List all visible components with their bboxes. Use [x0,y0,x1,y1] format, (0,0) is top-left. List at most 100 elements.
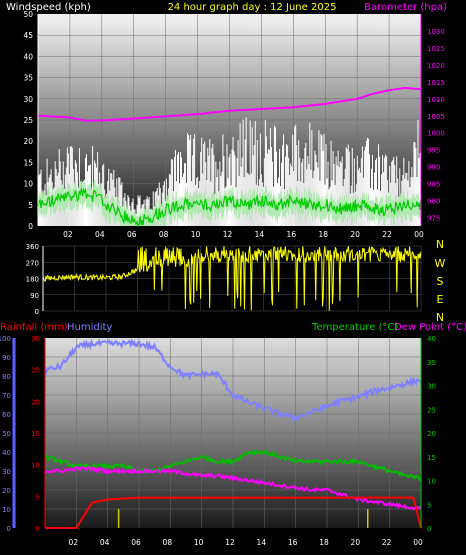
hour-tick-label: 06 [127,230,137,239]
temperature-tick-label: 10 [427,478,436,486]
barometer-tick-label: 985 [427,181,440,189]
hour-tick-label: 04 [95,230,105,239]
temperature-tick-label: 35 [427,359,436,367]
direction-tick-label: 360 [26,243,39,251]
hour-tick-label: 16 [288,538,298,547]
barometer-tick-label: 1000 [427,130,445,138]
humidity-tick-label: 80 [2,373,11,381]
hour-tick-label: 18 [319,538,329,547]
temperature-tick-label: 0 [427,525,431,533]
barometer-tick-label: 995 [427,147,440,155]
wind-tick-label: 45 [23,31,33,40]
wind-tick-label: 20 [23,137,33,146]
wind-tick-label: 15 [23,158,33,167]
hour-tick-label: 22 [382,538,392,547]
humidity-tick-label: 50 [2,430,11,438]
dewpoint-axis-title: Dew Point (°C) [394,322,466,333]
rainfall-tick-label: 0 [36,525,40,533]
hour-tick-label: 08 [159,230,169,239]
barometer-axis-title: Barometer (hpa) [364,2,447,13]
humidity-tick-label: 90 [2,354,11,362]
hour-tick-label: 12 [223,230,233,239]
wind-panel-axes: 0510152025303540455097598098599099510001… [23,10,444,239]
chart-title: 24 hour graph day : 12 June 2025 [168,2,337,13]
hour-tick-label: 14 [255,230,265,239]
rainfall-tick-label: 20 [31,398,40,406]
humidity-line [44,337,422,423]
humidity-tick-label: 10 [2,506,11,514]
wind-tick-label: 30 [23,95,33,104]
wind-tick-label: 25 [23,116,33,125]
humidity-tick-label: 0 [7,525,11,533]
wind-tick-label: 35 [23,74,33,83]
wind-average-line [37,187,422,228]
humidity-tick-label: 40 [2,449,11,457]
hour-tick-label: 02 [69,538,79,547]
compass-n-bottom: N [436,311,444,324]
humidity-axis-title: Humidity [67,322,112,333]
humidity-tick-label: 60 [2,411,11,419]
humidity-tick-label: 70 [2,392,11,400]
temperature-tick-label: 40 [427,335,436,343]
direction-panel-axes: 0 90 180 270 360 [26,243,44,316]
temperature-tick-label: 20 [427,430,436,438]
hour-tick-label: 22 [382,230,392,239]
barometer-tick-label: 990 [427,164,440,172]
rain-rate-bars [117,509,369,528]
rainfall-tick-label: 10 [31,462,40,470]
compass-w: W [435,257,446,270]
rainfall-axis-title: Rainfall (mm) [0,322,68,333]
hour-tick-label: 10 [191,230,201,239]
wind-tick-label: 40 [23,52,33,61]
temperature-tick-label: 30 [427,383,436,391]
compass-e: E [437,293,444,306]
barometer-tick-label: 1025 [427,45,445,53]
rainfall-tick-label: 5 [36,493,40,501]
hour-tick-label: 00 [414,230,424,239]
wind-direction-series [42,245,422,311]
rainfall-tick-label: 30 [31,335,40,343]
direction-tick-label: 90 [30,292,39,300]
barometer-tick-label: 1020 [427,62,445,70]
barometer-tick-label: 975 [427,215,440,223]
wind-tick-label: 10 [23,180,33,189]
temperature-axis-title: Temperature (°C) [311,322,398,333]
hour-tick-label: 12 [225,538,235,547]
hour-tick-label: 18 [318,230,328,239]
barometer-tick-label: 980 [427,198,440,206]
direction-tick-label: 270 [26,259,39,267]
compass-letters: N W S E N [435,238,446,324]
hour-tick-label: 00 [413,538,423,547]
temperature-tick-label: 5 [427,501,431,509]
compass-s: S [437,275,444,288]
rainfall-tick-label: 25 [31,367,40,375]
hour-tick-label: 14 [257,538,267,547]
direction-tick-label: 0 [35,308,39,316]
temperature-tick-label: 15 [427,454,436,462]
wind-average-band [38,179,421,226]
humidity-tick-label: 20 [2,487,11,495]
wind-tick-label: 0 [28,222,33,231]
hour-tick-label: 02 [63,230,73,239]
hour-tick-label: 10 [194,538,204,547]
rainfall-tick-label: 15 [31,430,40,438]
climate-panel-axes: 0102030405060708090100051015202530051015… [0,335,436,547]
hour-tick-label: 06 [131,538,141,547]
climate-panel-grid [45,338,422,528]
barometer-tick-label: 1015 [427,79,445,87]
wind-axis-title: Windspeed (kph) [6,2,91,13]
wind-tick-label: 5 [28,201,33,210]
barometer-tick-label: 1030 [427,28,445,36]
temperature-tick-label: 25 [427,406,436,414]
barometer-tick-label: 1005 [427,113,445,121]
wind-tick-label: 50 [23,10,33,19]
hour-tick-label: 16 [287,230,297,239]
compass-n-top: N [436,238,444,251]
hour-tick-label: 20 [351,538,361,547]
humidity-tick-label: 100 [0,335,11,343]
hour-tick-label: 04 [100,538,110,547]
barometer-tick-label: 1010 [427,96,445,104]
temperature-line [44,448,422,482]
hour-tick-label: 08 [163,538,173,547]
